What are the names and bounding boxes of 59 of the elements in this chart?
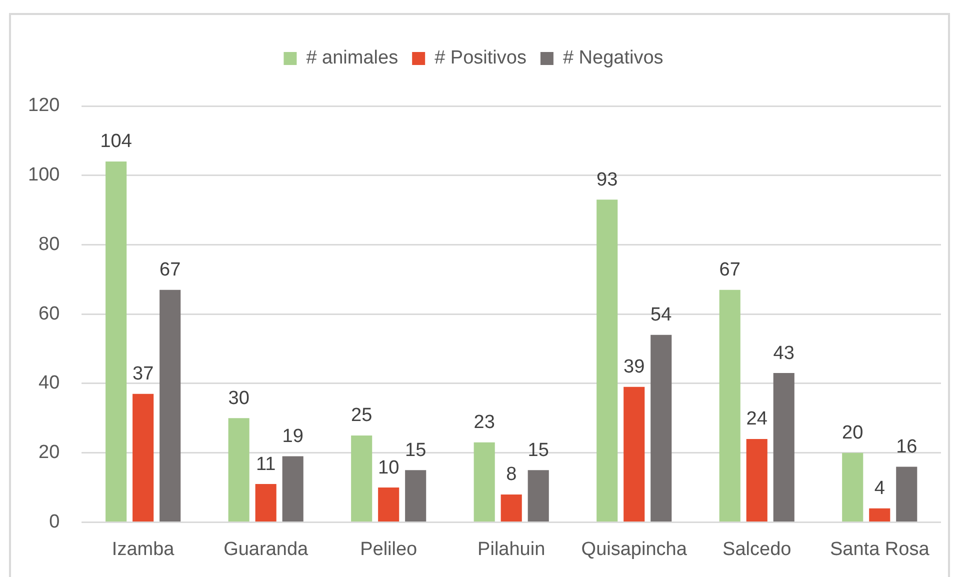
x-tick-label: Santa Rosa [830,538,930,560]
bar [474,442,495,522]
x-tick-label: Quisapincha [581,538,688,560]
y-tick-label: 120 [28,95,60,116]
data-label: 104 [100,131,132,152]
data-label: 54 [650,304,672,326]
bar [255,484,276,522]
data-label: 16 [896,436,918,458]
data-label: 37 [132,364,154,385]
y-tick-label: 100 [28,164,60,186]
data-label: 20 [842,422,864,444]
data-label: 4 [874,478,886,500]
data-label: 67 [719,260,740,281]
data-label: 15 [528,440,549,461]
bar [746,438,768,522]
bar [842,452,864,522]
x-tick-label: Pilahuin [478,538,546,560]
x-tick-label: Guaranda [224,538,309,560]
data-label: 11 [256,454,276,475]
y-tick-label: 0 [49,511,60,532]
bar [228,418,250,522]
data-label: 93 [596,169,618,190]
bar [596,200,618,522]
x-tick-label: Izamba [112,538,175,560]
data-label: 25 [351,405,372,426]
bar [528,470,549,522]
data-label: 43 [773,342,794,364]
data-label: 15 [405,440,426,461]
bar [719,290,740,522]
bar [500,494,522,522]
bar [378,488,400,522]
bar [132,394,154,522]
y-tick-label: 80 [38,234,60,255]
data-label: 8 [506,464,517,486]
y-tick-label: 60 [38,303,60,324]
bar [106,161,127,522]
data-label: 39 [624,356,645,378]
data-label: 24 [746,408,768,430]
legend-label: # Positivos [434,48,526,69]
data-label: 30 [228,388,250,409]
bar [282,456,304,522]
bar [773,373,794,522]
bar [624,386,645,522]
bar [351,435,372,522]
bar [160,290,181,522]
bar [405,470,426,522]
bar [896,466,918,522]
data-label: 67 [160,260,181,281]
y-tick-label: 40 [38,372,60,394]
bar [650,334,672,522]
bar [869,508,890,522]
x-tick-label: Pelileo [360,538,418,560]
data-label: 19 [282,426,304,448]
x-tick-label: Salcedo [722,538,792,560]
legend-label: # animales [306,48,398,69]
data-label: 23 [474,412,495,434]
y-tick-label: 20 [38,442,60,464]
data-label: 10 [378,457,400,478]
legend-label: # Negativos [562,48,664,69]
